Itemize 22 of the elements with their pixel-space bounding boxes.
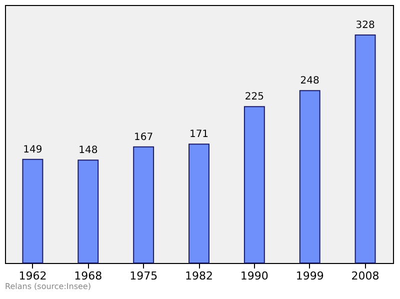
data-label: 149	[23, 144, 42, 156]
data-label: 248	[300, 76, 320, 87]
x-tick-label: 2008	[351, 270, 380, 282]
bar	[78, 160, 99, 264]
bar	[22, 158, 44, 264]
x-tick-label: 1975	[130, 270, 158, 282]
x-tick-label: 1990	[240, 270, 268, 282]
bar	[299, 90, 320, 264]
x-tick-label: 1999	[296, 270, 324, 282]
data-label: 148	[78, 145, 98, 156]
data-label: 328	[356, 20, 375, 31]
bar	[188, 144, 210, 264]
bar	[133, 146, 154, 264]
x-tick-label: 1982	[185, 270, 213, 282]
x-tick-label: 1962	[18, 270, 47, 282]
bar	[244, 106, 265, 264]
bar	[354, 34, 376, 264]
data-label: 171	[189, 129, 209, 140]
data-label: 225	[244, 92, 264, 103]
x-tick-label: 1968	[74, 270, 102, 282]
text: Relans (source:Insee)	[5, 282, 91, 291]
data-label: 167	[134, 132, 154, 143]
